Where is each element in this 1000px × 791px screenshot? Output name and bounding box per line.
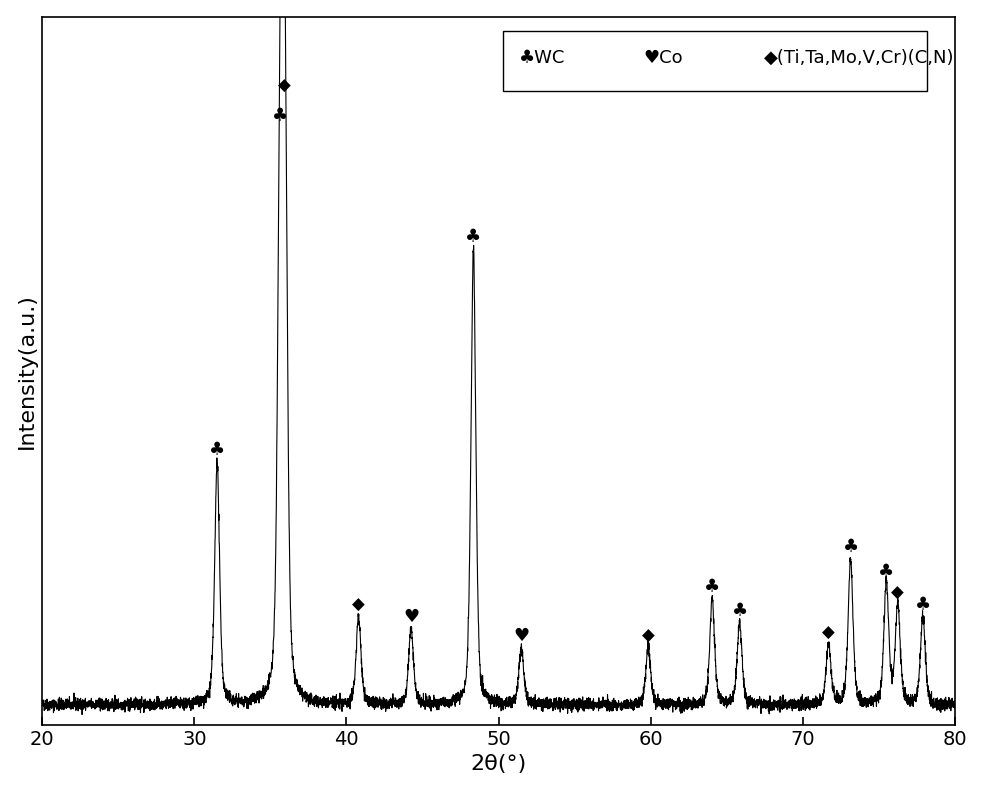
X-axis label: 2θ(°): 2θ(°) xyxy=(470,755,527,774)
Text: ◆: ◆ xyxy=(642,626,655,645)
Text: ♥: ♥ xyxy=(403,608,419,626)
Text: ♣WC: ♣WC xyxy=(519,49,565,67)
Text: ♥: ♥ xyxy=(513,626,529,645)
Y-axis label: Intensity(a.u.): Intensity(a.u.) xyxy=(17,293,37,448)
Text: ♣: ♣ xyxy=(732,603,748,620)
Text: ♣: ♣ xyxy=(272,107,288,125)
Text: ♣: ♣ xyxy=(465,229,481,247)
Text: ◆: ◆ xyxy=(352,596,365,615)
Text: ◆: ◆ xyxy=(891,584,904,602)
Text: ◆: ◆ xyxy=(822,623,835,642)
Text: ◆: ◆ xyxy=(278,77,291,94)
Text: ♣: ♣ xyxy=(704,578,720,596)
Text: ♣: ♣ xyxy=(843,539,859,557)
Text: ♥Co: ♥Co xyxy=(644,49,683,67)
FancyBboxPatch shape xyxy=(503,31,927,91)
Text: ◆(Ti,Ta,Mo,V,Cr)(C,N): ◆(Ti,Ta,Mo,V,Cr)(C,N) xyxy=(764,49,955,67)
Text: ♣: ♣ xyxy=(915,596,931,615)
Text: ♣: ♣ xyxy=(878,563,894,581)
Text: ♣: ♣ xyxy=(209,441,225,460)
